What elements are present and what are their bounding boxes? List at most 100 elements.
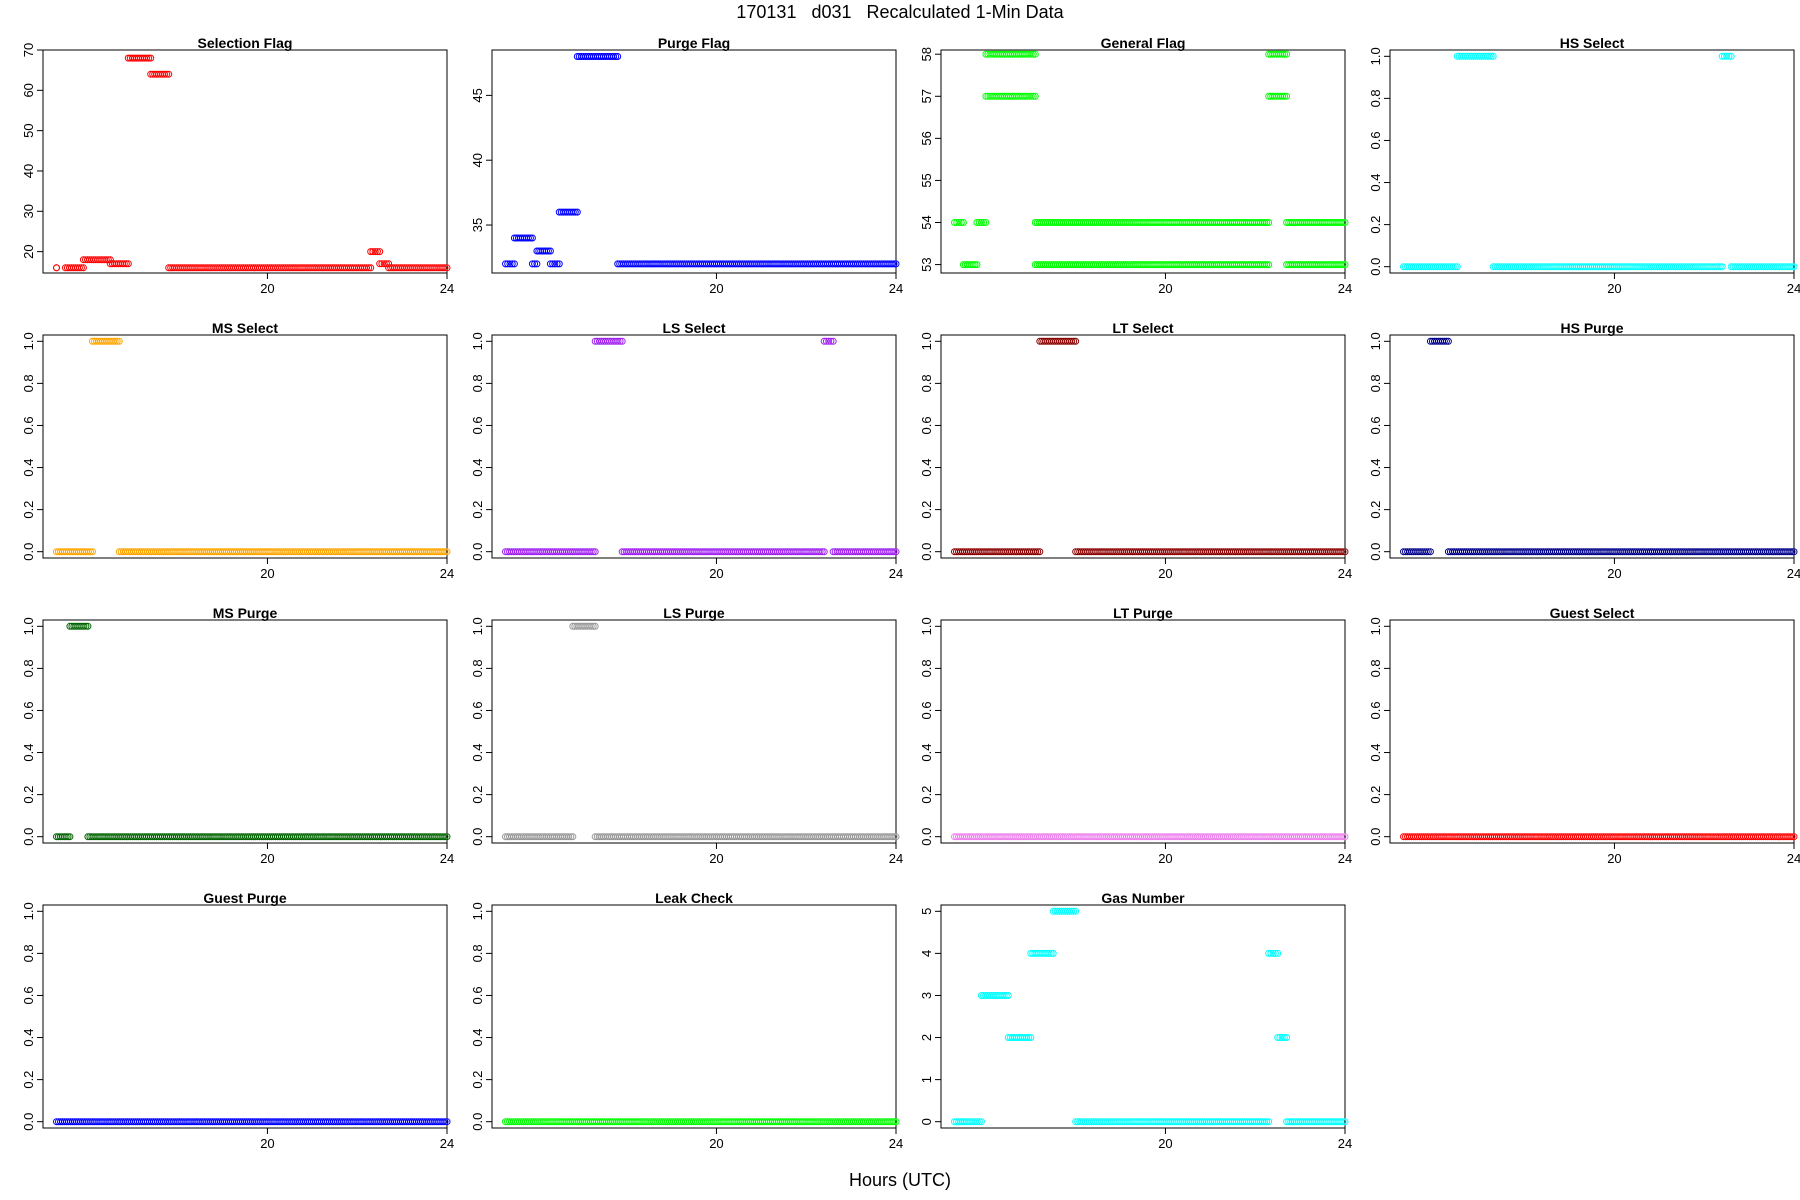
- data-point: [1261, 1118, 1269, 1126]
- data-points: [53, 337, 451, 556]
- data-point: [1341, 1118, 1349, 1126]
- data-point: [892, 260, 900, 268]
- x-tick-label: 20: [1158, 851, 1172, 866]
- data-point: [376, 248, 384, 256]
- data-point: [1790, 263, 1798, 271]
- data-point: [1339, 548, 1347, 556]
- y-tick-label: 30: [21, 204, 36, 218]
- data-point: [1714, 263, 1722, 271]
- data-point: [1029, 50, 1037, 58]
- data-point: [111, 337, 119, 345]
- y-tick-label: 53: [919, 257, 934, 271]
- data-point: [591, 548, 599, 556]
- x-tick-label: 20: [260, 1136, 274, 1151]
- data-point: [113, 337, 121, 345]
- y-tick-label: 0.4: [470, 743, 485, 761]
- data-point: [371, 248, 379, 256]
- x-tick-label: 24: [1338, 851, 1352, 866]
- data-points: [1400, 337, 1798, 556]
- data-point: [1049, 949, 1057, 957]
- data-points: [502, 337, 900, 556]
- data-point: [1279, 92, 1287, 100]
- y-tick-label: 0.2: [21, 501, 36, 519]
- data-point: [1444, 337, 1452, 345]
- panel-purge-flag: Purge Flag 35 40 45 20 24: [470, 35, 903, 296]
- data-point: [1261, 219, 1269, 226]
- data-point: [544, 247, 552, 255]
- data-point: [959, 219, 967, 226]
- data-point: [510, 260, 518, 268]
- data-point: [439, 548, 447, 556]
- y-tick-label: 1.0: [470, 617, 485, 635]
- y-tick-label: 1.0: [470, 902, 485, 920]
- data-point: [888, 833, 896, 841]
- x-tick-label: 24: [440, 566, 454, 581]
- data-point: [1045, 949, 1053, 957]
- plot-frame: [42, 619, 448, 844]
- data-point: [1068, 337, 1076, 345]
- data-point: [1718, 52, 1726, 60]
- data-point: [443, 548, 451, 556]
- y-tick-label: 0.2: [470, 786, 485, 804]
- data-point: [820, 337, 828, 345]
- panel-title: Purge Flag: [658, 35, 730, 51]
- data-point: [378, 260, 386, 268]
- y-tick-label: 1.0: [919, 332, 934, 350]
- data-points: [502, 1118, 900, 1126]
- panel-lt-purge: LT Purge 0.0 0.2 0.4 0.6 0.8 1.0 20 24: [919, 605, 1352, 866]
- data-point: [1720, 52, 1728, 60]
- data-point: [1072, 337, 1080, 345]
- x-tick-label: 24: [440, 281, 454, 296]
- data-point: [1029, 92, 1037, 100]
- data-point: [955, 219, 963, 226]
- data-point: [122, 260, 130, 268]
- data-point: [506, 260, 514, 268]
- data-point: [1265, 261, 1273, 269]
- data-point: [565, 833, 573, 841]
- data-point: [531, 260, 539, 268]
- y-tick-label: 0.2: [919, 786, 934, 804]
- data-point: [104, 256, 112, 264]
- data-point: [1280, 1034, 1288, 1041]
- x-tick-label: 20: [709, 281, 723, 296]
- data-point: [1786, 833, 1794, 841]
- plot-frame: [42, 49, 448, 274]
- plot-frame: [42, 334, 448, 559]
- data-point: [980, 219, 988, 226]
- y-tick-label: 0.2: [1368, 216, 1383, 234]
- y-tick-label: 1.0: [21, 617, 36, 635]
- data-point: [443, 833, 451, 841]
- plot-frame: [940, 904, 1346, 1129]
- data-point: [1261, 261, 1269, 269]
- data-point: [528, 234, 536, 242]
- data-point: [951, 219, 958, 226]
- panel-title: HS Purge: [1560, 320, 1623, 336]
- y-tick-label: 0.6: [470, 986, 485, 1004]
- data-point: [1002, 992, 1010, 999]
- data-point: [441, 548, 449, 556]
- y-tick-label: 2: [919, 1034, 934, 1041]
- data-point: [367, 264, 375, 272]
- data-point: [80, 622, 88, 630]
- data-point: [1453, 263, 1461, 271]
- data-point: [1278, 1034, 1286, 1041]
- data-point: [79, 264, 87, 272]
- data-point: [553, 260, 561, 268]
- y-tick-label: 0.8: [1368, 89, 1383, 107]
- data-point: [957, 219, 965, 226]
- data-points: [951, 907, 1349, 1126]
- plot-frame: [1389, 619, 1795, 844]
- data-point: [1786, 548, 1794, 556]
- data-point: [1070, 907, 1078, 915]
- data-point: [890, 1118, 898, 1126]
- data-point: [1339, 1118, 1347, 1126]
- data-point: [818, 548, 826, 556]
- panel-leak-check: Leak Check 0.0 0.2 0.4 0.6 0.8 1.0 20 24: [470, 890, 903, 1151]
- y-tick-label: 0.8: [21, 374, 36, 392]
- data-point: [1449, 263, 1457, 271]
- data-point: [66, 833, 74, 841]
- y-tick-label: 0.0: [470, 1113, 485, 1131]
- data-point: [546, 260, 554, 268]
- data-points: [502, 622, 900, 841]
